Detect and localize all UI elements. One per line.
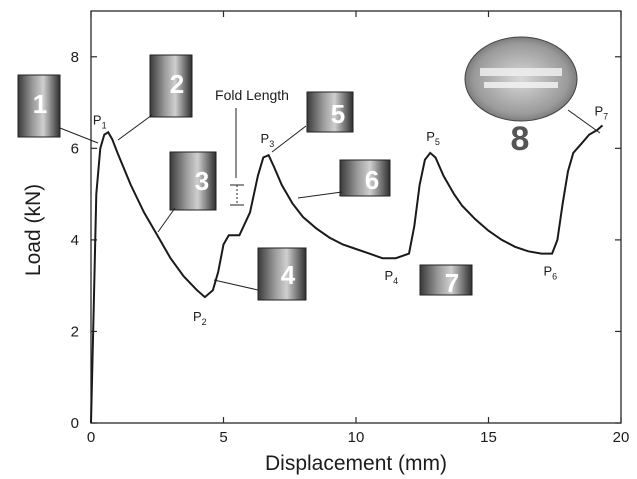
stage-number-4: 4: [281, 260, 296, 290]
x-tick-label: 15: [480, 429, 497, 446]
y-tick-label: 8: [71, 49, 79, 66]
leader-1: [59, 127, 99, 144]
stage-number-1: 1: [33, 89, 47, 119]
stage-number-3: 3: [195, 166, 209, 196]
stage-number-6: 6: [365, 165, 379, 195]
x-tick-label: 5: [219, 429, 227, 446]
leader-5: [271, 125, 307, 153]
leader-3: [157, 207, 176, 233]
stage-number-2: 2: [170, 69, 184, 99]
stage-photo-5: 5: [306, 91, 354, 133]
y-axis-title: Load (kN): [22, 184, 45, 276]
peak-label-1: P1: [93, 112, 107, 130]
stage-number-7: 7: [445, 268, 459, 298]
x-tick-label: 0: [87, 429, 95, 446]
x-tick-label: 10: [348, 429, 365, 446]
peak-label-5: P5: [426, 129, 440, 147]
leader-6: [297, 191, 343, 199]
leader-2: [117, 114, 153, 141]
y-tick-label: 2: [71, 323, 79, 340]
y-tick-label: 4: [71, 232, 79, 249]
leader-4: [213, 279, 259, 291]
stage-photo-4: 4: [257, 247, 307, 301]
stage-photo-3: 3: [169, 151, 217, 211]
stage-photo-7: 7: [419, 264, 473, 298]
stage-photo-8: 8: [464, 36, 578, 158]
stage-photo-2: 2: [149, 54, 193, 118]
x-axis-title: Displacement (mm): [265, 452, 447, 475]
leader-8: [567, 109, 601, 134]
y-tick-label: 0: [71, 415, 79, 432]
stage-number-8: 8: [511, 120, 530, 158]
stage-number-5: 5: [331, 99, 345, 129]
y-tick-label: 6: [71, 140, 79, 157]
leader-lines: [59, 109, 601, 291]
peak-label-3: P3: [261, 131, 275, 149]
fold-length-label: Fold Length: [215, 87, 289, 103]
peak-label-2: P2: [193, 309, 207, 327]
x-tick-label: 20: [613, 429, 630, 446]
stage-photo-6: 6: [339, 159, 391, 197]
peak-label-4: P4: [384, 268, 398, 286]
peak-label-7: P7: [594, 103, 608, 121]
axis-tick-labels: 0 5 10 15 20 0 2 4 6 8: [71, 49, 630, 446]
fold-length-annotation: Fold Length: [215, 87, 289, 206]
peak-label-6: P6: [543, 264, 557, 282]
stage-photo-1: 1: [17, 74, 61, 138]
load-displacement-curve: [90, 124, 604, 424]
peak-labels: P1 P2 P3 P4 P5 P6 P7: [93, 103, 608, 327]
